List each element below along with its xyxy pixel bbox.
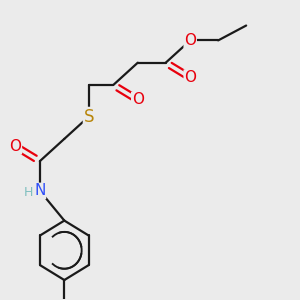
Text: O: O	[184, 33, 196, 48]
Text: O: O	[132, 92, 144, 107]
Text: H: H	[24, 186, 33, 199]
Text: O: O	[184, 70, 196, 85]
Text: S: S	[84, 108, 94, 126]
Text: O: O	[9, 139, 21, 154]
Text: N: N	[34, 183, 46, 198]
